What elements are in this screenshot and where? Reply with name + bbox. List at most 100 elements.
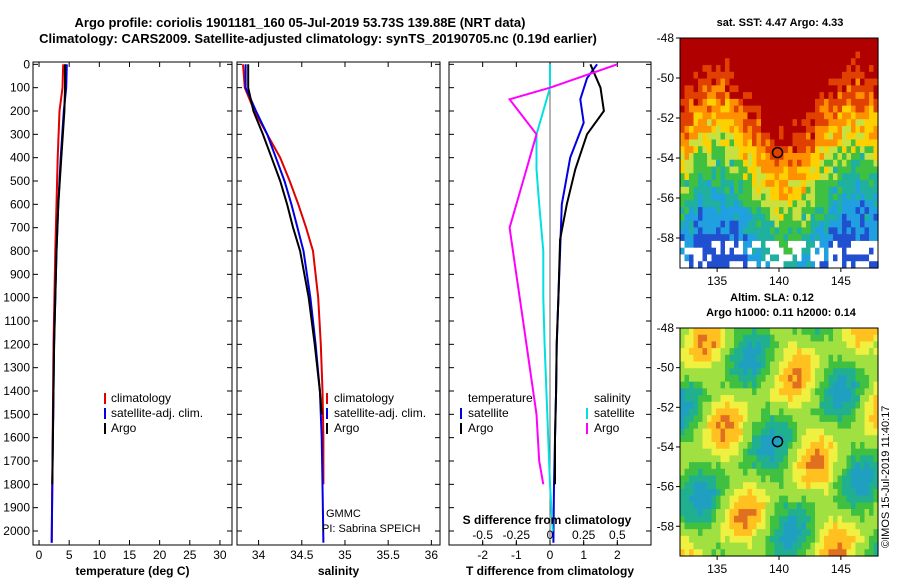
map-cell bbox=[855, 247, 861, 256]
map-cell bbox=[824, 173, 830, 181]
map-cell bbox=[860, 227, 866, 235]
map-cell bbox=[869, 180, 875, 188]
map-cell bbox=[720, 153, 726, 161]
map-cell bbox=[828, 421, 834, 430]
map-cell bbox=[855, 220, 861, 229]
map-cell bbox=[819, 193, 825, 201]
map-cell bbox=[774, 341, 780, 349]
map-cell bbox=[801, 78, 807, 86]
map-cell bbox=[783, 421, 789, 430]
map-cell bbox=[806, 348, 812, 356]
map-cell bbox=[806, 186, 812, 195]
map-cell bbox=[698, 38, 704, 46]
map-cell bbox=[702, 381, 708, 389]
map-cell bbox=[698, 166, 704, 174]
map-cell bbox=[770, 44, 776, 53]
map-cell bbox=[806, 401, 812, 410]
map-cell bbox=[873, 421, 879, 430]
map-cell bbox=[734, 166, 740, 174]
map-cell bbox=[738, 381, 744, 389]
map-cell bbox=[788, 261, 794, 269]
map-cell bbox=[873, 58, 879, 66]
map-cell bbox=[693, 374, 699, 383]
map-cell bbox=[702, 193, 708, 201]
map-cell bbox=[851, 448, 857, 457]
map-cell bbox=[689, 132, 695, 141]
map-cell bbox=[788, 462, 794, 470]
map-cell bbox=[725, 368, 731, 376]
map-cell bbox=[783, 186, 789, 195]
map-cell bbox=[797, 421, 803, 430]
map-cell bbox=[752, 44, 758, 53]
map-cell bbox=[873, 193, 879, 201]
map-cell bbox=[693, 415, 699, 423]
map-cell bbox=[698, 98, 704, 107]
map-cell bbox=[869, 166, 875, 174]
map-cell bbox=[846, 455, 852, 463]
map-cell bbox=[860, 125, 866, 134]
map-cell bbox=[747, 388, 753, 396]
map-cell bbox=[828, 475, 834, 483]
map-cell bbox=[689, 139, 695, 147]
map-cell bbox=[779, 207, 785, 215]
map-cell bbox=[801, 200, 807, 208]
map-cell bbox=[806, 509, 812, 517]
map-cell bbox=[707, 51, 713, 59]
map-cell bbox=[873, 71, 879, 80]
map-x-tick-label: 140 bbox=[769, 274, 789, 288]
depth-tick-label: 200 bbox=[10, 104, 30, 118]
map-cell bbox=[828, 374, 834, 383]
map-cell bbox=[824, 125, 830, 134]
map-cell bbox=[797, 65, 803, 73]
map-cell bbox=[828, 132, 834, 141]
map-cell bbox=[806, 65, 812, 73]
legend-swatch-temp-satellite bbox=[460, 408, 462, 419]
map-cell bbox=[774, 381, 780, 389]
map-cell bbox=[684, 442, 690, 450]
map-cell bbox=[743, 254, 749, 262]
map-cell bbox=[711, 549, 717, 557]
map-cell bbox=[738, 488, 744, 497]
map-cell bbox=[711, 328, 717, 336]
map-cell bbox=[779, 92, 785, 100]
legend-swatch-sal-argo bbox=[586, 423, 588, 434]
map-cell bbox=[819, 139, 825, 147]
map-cell bbox=[770, 240, 776, 249]
depth-tick-label: 400 bbox=[10, 151, 30, 165]
map-cell bbox=[738, 38, 744, 46]
map-cell bbox=[810, 348, 816, 356]
map-cell bbox=[788, 186, 794, 195]
map-cell bbox=[774, 495, 780, 503]
map-cell bbox=[738, 542, 744, 550]
map-cell bbox=[680, 428, 686, 436]
map-cell bbox=[842, 341, 848, 349]
map-cell bbox=[788, 92, 794, 100]
map-cell bbox=[761, 354, 767, 363]
map-cell bbox=[765, 502, 771, 510]
map-cell bbox=[833, 428, 839, 436]
map-cell bbox=[729, 112, 735, 120]
map-cell bbox=[864, 462, 870, 470]
map-cell bbox=[828, 341, 834, 349]
map-cell bbox=[819, 361, 825, 369]
map-cell bbox=[783, 395, 789, 403]
map-cell bbox=[738, 240, 744, 249]
map-cell bbox=[720, 468, 726, 477]
map-cell bbox=[797, 180, 803, 188]
map-cell bbox=[837, 261, 843, 269]
map-cell bbox=[765, 515, 771, 524]
map-cell bbox=[873, 515, 879, 524]
map-cell bbox=[855, 85, 861, 93]
map-cell bbox=[779, 354, 785, 363]
map-cell bbox=[864, 44, 870, 53]
map-cell bbox=[743, 227, 749, 235]
map-cell bbox=[711, 388, 717, 396]
map-cell bbox=[689, 44, 695, 53]
map-cell bbox=[801, 58, 807, 66]
map-cell bbox=[851, 125, 857, 134]
map-cell bbox=[761, 395, 767, 403]
map-cell bbox=[738, 354, 744, 363]
map-cell bbox=[680, 462, 686, 470]
map-cell bbox=[716, 495, 722, 503]
map-cell bbox=[864, 105, 870, 114]
